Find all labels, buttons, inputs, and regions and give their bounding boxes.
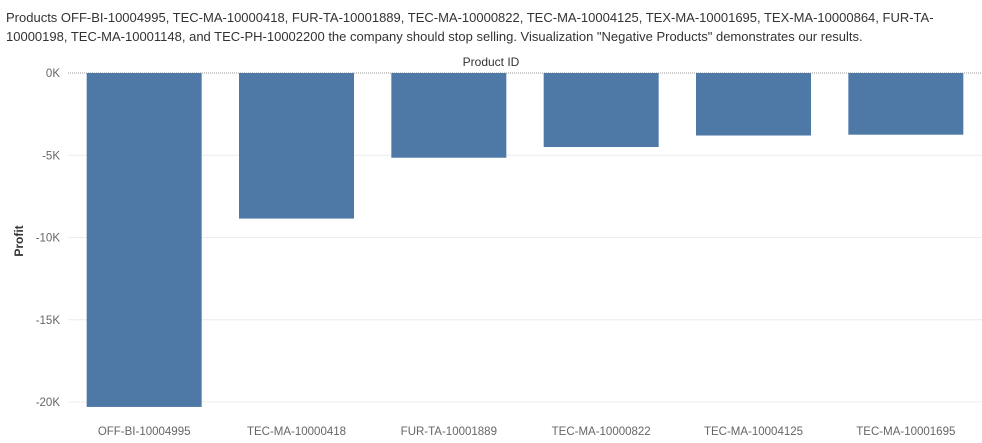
x-tick-label: TEC-MA-10000822 [552,426,651,438]
bars [86,73,964,407]
x-tick-label: TEC-MA-10001695 [856,426,955,438]
bar [543,73,659,148]
bar [391,73,507,158]
x-axis-title: Product ID [462,55,520,69]
y-tick-label: -15K [36,315,61,327]
x-axis: OFF-BI-10004995 TEC-MA-10000418 FUR-TA-100… [98,426,956,438]
x-tick-label: TEC-MA-10000418 [247,426,346,438]
y-tick-label: 0K [46,68,60,80]
x-tick-label: OFF-BI-10004995 [98,426,191,438]
x-tick-label: FUR-TA-10001889 [401,426,497,438]
x-tick-label: TEC-MA-10004125 [704,426,803,438]
bar [696,73,811,136]
chart-caption: Products OFF-BI-10004995, TEC-MA-1000041… [6,10,934,44]
y-tick-label: -20K [36,397,61,409]
y-tick-label: -5K [42,150,60,162]
grid-lines [68,72,982,403]
y-tick-label: -10K [36,233,61,245]
y-axis-title: Profit [12,225,26,256]
y-axis: 0K -5K -10K -15K -20K [36,68,61,409]
bar [239,73,354,219]
bar [86,73,202,407]
bar [848,73,964,135]
